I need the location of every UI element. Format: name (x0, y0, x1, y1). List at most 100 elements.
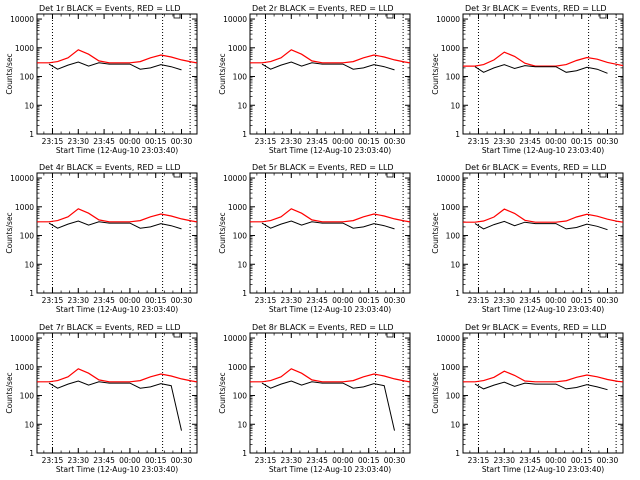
x-tick-label: 23:45 (93, 296, 115, 305)
x-tick-label: 23:30 (493, 137, 515, 146)
x-tick-label: 00:15 (358, 137, 380, 146)
y-tick-label: 1 (455, 449, 460, 458)
y-tick-label: 10 (237, 420, 247, 429)
x-tick-label: 00:30 (384, 456, 406, 465)
x-tick-label: 23:45 (519, 296, 541, 305)
x-tick-label: 00:00 (119, 137, 141, 146)
legend-box-icon (386, 172, 394, 178)
x-tick-label: 00:00 (332, 296, 354, 305)
x-tick-label: 23:45 (306, 456, 328, 465)
y-tick-label: 10 (450, 101, 460, 110)
y-tick-label: 10 (24, 260, 34, 269)
y-tick-label: 10000 (10, 334, 34, 343)
plot-frame (36, 332, 198, 454)
legend-box-icon (173, 172, 181, 178)
chart-panel-3: Det 3r BLACK = Events, RED = LLD 1 10 100 10… (431, 4, 624, 155)
lld-series-line (250, 49, 411, 64)
y-tick-label: 100 (20, 73, 35, 82)
x-axis-label: Start Time (12-Aug-10 23:03:40) (269, 465, 391, 474)
events-series-line (48, 220, 182, 230)
x-tick-label: 23:45 (93, 456, 115, 465)
panel-title: Det 9r BLACK = Events, RED = LLD (465, 323, 607, 332)
y-tick-label: 1000 (228, 203, 247, 212)
x-tick-label: 23:45 (93, 137, 115, 146)
x-axis-label: Start Time (12-Aug-10 23:03:40) (482, 305, 604, 314)
x-tick-label: 23:30 (493, 456, 515, 465)
panel-title: Det 8r BLACK = Events, RED = LLD (252, 323, 394, 332)
x-tick-label: 23:15 (255, 296, 277, 305)
y-tick-label: 10 (450, 260, 460, 269)
y-axis-label: Counts/sec (218, 53, 227, 94)
plot-frame (249, 332, 411, 454)
x-tick-label: 00:15 (358, 456, 380, 465)
x-tick-label: 00:30 (597, 137, 619, 146)
x-tick-label: 00:00 (119, 456, 141, 465)
y-axis-label: Counts/sec (218, 372, 227, 413)
x-tick-label: 23:15 (255, 456, 277, 465)
x-tick-label: 00:30 (597, 296, 619, 305)
x-tick-label: 00:15 (358, 296, 380, 305)
y-axis-label: Counts/sec (431, 372, 440, 413)
x-tick-label: 23:15 (255, 137, 277, 146)
plot-frame (249, 172, 411, 294)
x-tick-label: 23:30 (67, 137, 89, 146)
y-tick-label: 1000 (441, 44, 460, 53)
chart-panel-1: Det 1r BLACK = Events, RED = LLD 1 10 100 10… (5, 4, 198, 155)
panel-title: Det 4r BLACK = Events, RED = LLD (39, 163, 181, 172)
y-tick-label: 10000 (223, 15, 247, 24)
panel-title: Det 3r BLACK = Events, RED = LLD (465, 4, 607, 13)
y-axis-label: Counts/sec (5, 372, 14, 413)
chart-panel-6: Det 6r BLACK = Events, RED = LLD 1 10 100 10… (431, 163, 624, 314)
plot-frame (36, 172, 198, 294)
y-tick-label: 10000 (436, 15, 460, 24)
x-tick-label: 23:45 (306, 296, 328, 305)
x-tick-label: 00:30 (597, 456, 619, 465)
y-tick-label: 1 (242, 449, 247, 458)
lld-series-line (250, 208, 411, 223)
x-tick-label: 00:15 (571, 137, 593, 146)
y-tick-label: 1000 (441, 363, 460, 372)
x-axis-label: Start Time (12-Aug-10 23:03:40) (269, 146, 391, 155)
x-tick-label: 00:15 (145, 137, 167, 146)
x-tick-label: 23:15 (468, 296, 490, 305)
y-tick-label: 10 (24, 420, 34, 429)
y-tick-label: 10 (237, 101, 247, 110)
y-tick-label: 100 (20, 392, 35, 401)
panel-title: Det 1r BLACK = Events, RED = LLD (39, 4, 181, 13)
lld-series-line (250, 368, 411, 383)
y-axis-label: Counts/sec (5, 212, 14, 253)
y-tick-label: 1 (29, 289, 34, 298)
events-series-line (474, 381, 608, 391)
x-tick-label: 00:15 (571, 456, 593, 465)
plot-frame (249, 13, 411, 135)
y-tick-label: 10 (24, 101, 34, 110)
y-tick-label: 10000 (10, 174, 34, 183)
events-series-line (261, 61, 395, 71)
x-tick-label: 00:00 (545, 296, 567, 305)
y-tick-label: 1000 (15, 203, 34, 212)
y-tick-label: 100 (446, 392, 461, 401)
events-series-line (261, 380, 395, 431)
x-tick-label: 00:15 (571, 296, 593, 305)
y-tick-label: 100 (233, 392, 248, 401)
lld-series-line (37, 368, 198, 383)
legend-box-icon (599, 13, 607, 19)
y-tick-label: 1000 (15, 363, 34, 372)
chart-panel-8: Det 8r BLACK = Events, RED = LLD 1 10 100 10… (218, 323, 411, 474)
y-tick-label: 100 (446, 73, 461, 82)
x-tick-label: 23:30 (67, 456, 89, 465)
y-tick-label: 1 (242, 130, 247, 139)
panel-title: Det 2r BLACK = Events, RED = LLD (252, 4, 394, 13)
legend-box-icon (599, 172, 607, 178)
x-tick-label: 00:00 (545, 456, 567, 465)
legend-box-icon (386, 332, 394, 338)
x-tick-label: 23:15 (42, 137, 64, 146)
x-tick-label: 00:15 (145, 296, 167, 305)
lld-series-line (463, 51, 624, 67)
y-tick-label: 10 (450, 420, 460, 429)
y-tick-label: 1 (242, 289, 247, 298)
x-tick-label: 00:30 (171, 456, 193, 465)
chart-panel-9: Det 9r BLACK = Events, RED = LLD 1 10 100 10… (431, 323, 624, 474)
y-axis-label: Counts/sec (431, 53, 440, 94)
x-tick-label: 00:00 (332, 456, 354, 465)
